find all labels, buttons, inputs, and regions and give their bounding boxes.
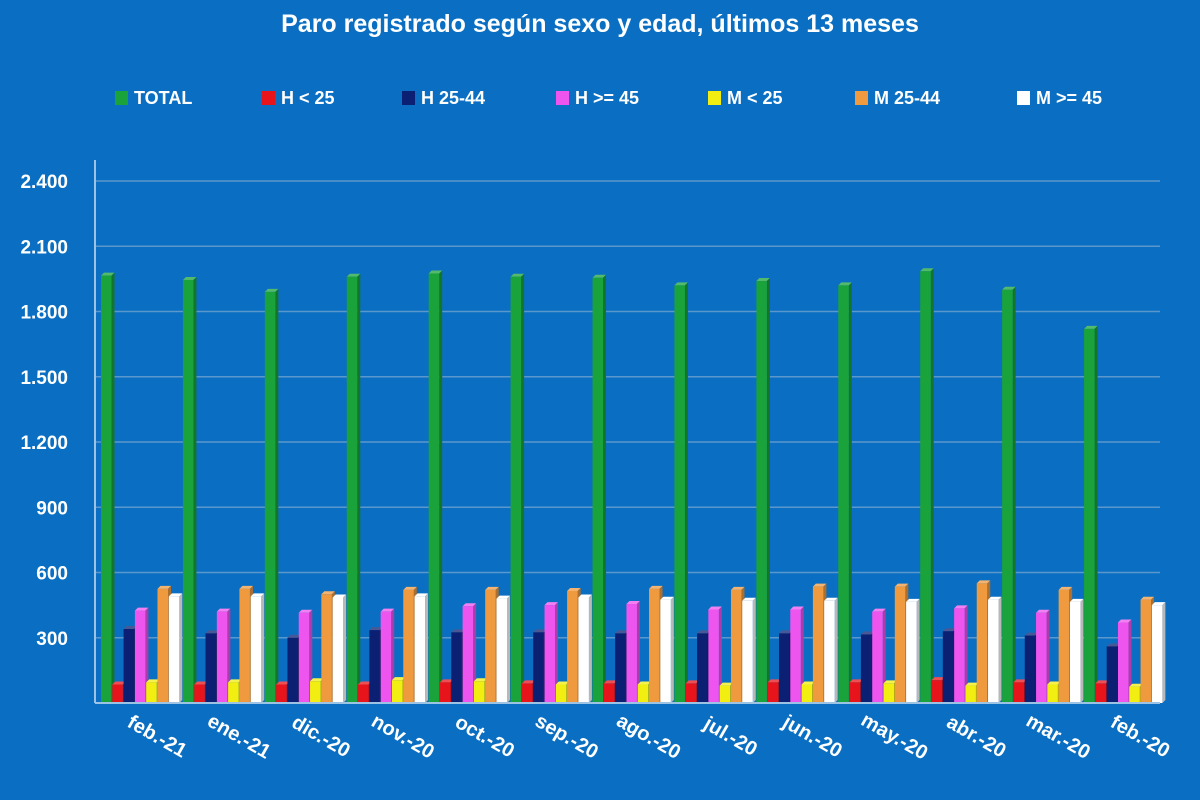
y-tick-label: 900	[36, 498, 68, 519]
bar	[510, 273, 525, 703]
legend-label: M < 25	[727, 88, 783, 108]
bar	[428, 270, 443, 703]
bar	[742, 597, 756, 703]
bar	[708, 606, 722, 703]
bar	[872, 608, 886, 703]
legend-item: M 25-44	[855, 88, 940, 108]
bar	[462, 603, 477, 703]
bar	[496, 595, 510, 703]
x-tick-label: nov.-20	[368, 710, 438, 763]
bar	[346, 273, 361, 703]
bar	[134, 607, 149, 703]
bar	[592, 274, 607, 703]
x-tick-label: oct.-20	[451, 711, 518, 762]
x-tick-label: ene.-21	[204, 710, 275, 764]
bar	[1002, 286, 1016, 703]
y-tick-label: 2.400	[20, 172, 68, 193]
x-tick-label: may.-20	[857, 709, 931, 765]
bar	[988, 596, 1002, 703]
legend-label: H < 25	[281, 88, 335, 108]
y-axis: 300 600 900 1.200 1.500 1.800 2.100 2.400	[20, 160, 96, 703]
x-tick-label: mar.-20	[1022, 710, 1094, 764]
bar	[1084, 325, 1098, 703]
gridlines	[95, 180, 1160, 639]
x-tick-label: jun.-20	[778, 711, 846, 763]
bar	[790, 606, 804, 703]
bar	[264, 288, 279, 703]
legend-swatch	[402, 91, 415, 105]
legend: TOTAL H < 25 H 25-44 H >= 45 M < 25 M 25-44 M …	[115, 88, 1102, 108]
x-tick-label: jul.-20	[699, 712, 761, 760]
legend-swatch	[708, 91, 721, 105]
x-tick-label: feb.-21	[124, 711, 191, 762]
legend-swatch	[855, 91, 868, 105]
bar	[332, 594, 347, 703]
chart-title: Paro registrado según sexo y edad, últim…	[281, 10, 919, 38]
bar	[954, 605, 968, 703]
y-tick-label: 300	[36, 629, 68, 650]
bar	[838, 282, 852, 703]
legend-item: M >= 45	[1017, 88, 1102, 108]
x-tick-label: abr.-20	[943, 711, 1010, 762]
y-tick-label: 1.800	[20, 303, 68, 324]
x-tick-label: dic.-20	[288, 711, 354, 762]
bar	[101, 272, 115, 703]
bar	[250, 593, 265, 703]
y-tick-label: 2.100	[20, 237, 68, 258]
legend-label: M 25-44	[874, 88, 940, 108]
y-tick-label: 600	[36, 564, 68, 585]
bar	[756, 278, 770, 703]
legend-item: H < 25	[262, 88, 335, 108]
x-axis: feb.-21 ene.-21 dic.-20 nov.-20 oct.-20 sep.-…	[95, 702, 1174, 765]
legend-swatch	[262, 91, 275, 105]
legend-label: TOTAL	[134, 88, 192, 108]
bars	[101, 268, 1166, 703]
bar	[824, 597, 838, 703]
legend-item: TOTAL	[115, 88, 192, 108]
bar	[182, 276, 197, 703]
legend-label: M >= 45	[1036, 88, 1102, 108]
legend-item: H >= 45	[556, 88, 639, 108]
bar	[1069, 598, 1084, 703]
x-tick-label: ago.-20	[613, 710, 685, 764]
bar	[168, 593, 183, 703]
bar	[660, 596, 674, 703]
bar	[544, 602, 559, 703]
bar	[216, 608, 231, 703]
bar	[578, 594, 592, 703]
bar	[920, 268, 934, 703]
bar	[298, 609, 313, 703]
y-tick-label: 1.500	[20, 368, 68, 389]
legend-label: H >= 45	[575, 88, 639, 108]
legend-swatch	[1017, 91, 1030, 105]
bar	[906, 598, 920, 703]
legend-item: H 25-44	[402, 88, 485, 108]
x-tick-label: sep.-20	[531, 710, 602, 764]
y-tick-label: 1.200	[20, 433, 68, 454]
bar	[1117, 619, 1132, 703]
bar	[1036, 609, 1050, 703]
legend-label: H 25-44	[421, 88, 485, 108]
bar	[1151, 602, 1166, 703]
bar	[626, 601, 640, 703]
legend-swatch	[556, 91, 569, 105]
legend-item: M < 25	[708, 88, 783, 108]
x-tick-label: feb.-20	[1107, 711, 1174, 762]
bar	[414, 593, 429, 703]
bar	[674, 282, 688, 703]
legend-swatch	[115, 91, 128, 105]
